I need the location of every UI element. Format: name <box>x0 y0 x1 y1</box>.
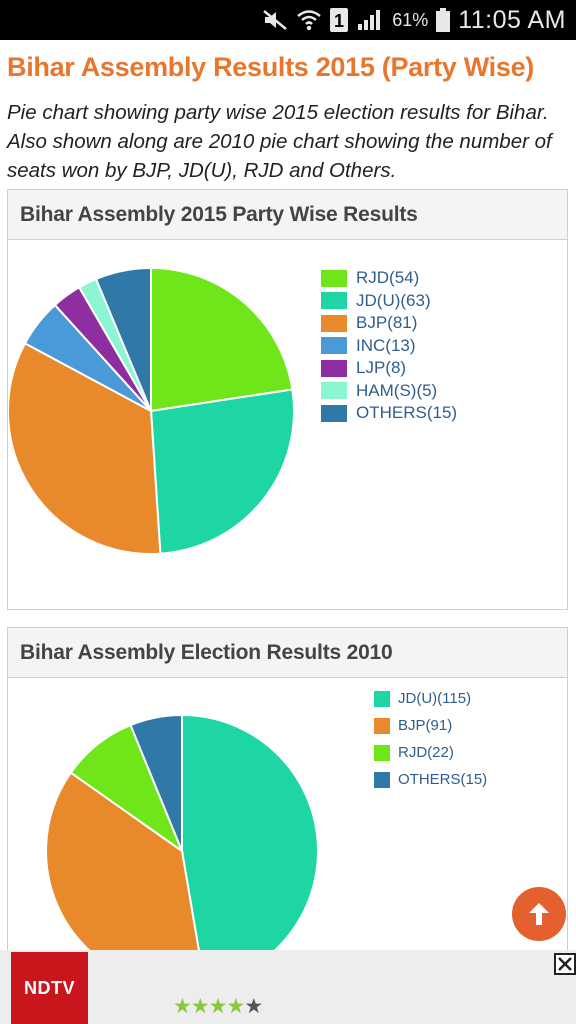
sim-icon: 1 <box>330 8 349 32</box>
star-icon: ★ <box>208 995 228 1018</box>
chart-card-2015: Bihar Assembly 2015 Party Wise Results R… <box>7 189 568 610</box>
pie-slice-jd-u-115 <box>181 713 319 966</box>
clock: 11:05 AM <box>458 5 566 34</box>
ad-close-button[interactable] <box>554 953 576 975</box>
legend-2010: JD(U)(115) BJP(91) RJD(22) OTHERS(15) <box>374 685 487 793</box>
legend-swatch <box>321 269 347 287</box>
legend-label: RJD(54) <box>356 268 420 288</box>
pie-chart-2015 <box>8 266 295 555</box>
legend-2015: RJD(54) JD(U)(63) BJP(81) INC(13) LJP(8) HAM(… <box>321 267 457 425</box>
legend-label: RJD(22) <box>398 744 454 761</box>
battery-percent: 61% <box>392 9 429 30</box>
status-bar: 1 61% 11:05 AM <box>0 0 576 40</box>
chart-title-2010: Bihar Assembly Election Results 2010 <box>8 628 567 678</box>
legend-item-others-15: OTHERS(15) <box>321 402 457 425</box>
chart-card-2010: Bihar Assembly Election Results 2010 JD(… <box>7 627 568 967</box>
legend-label: OTHERS(15) <box>398 771 488 788</box>
legend-swatch <box>374 717 390 734</box>
legend-label: LJP(8) <box>356 358 407 378</box>
legend-swatch <box>374 744 390 761</box>
sim-badge: 1 <box>334 11 344 31</box>
legend-item-inc-13: INC(13) <box>321 335 457 358</box>
legend-item-jd-u-63: JD(U)(63) <box>321 290 457 313</box>
close-icon <box>558 957 572 971</box>
ad-banner[interactable]: NDTV ★★★★★ <box>0 950 576 1024</box>
wifi-icon <box>297 10 321 31</box>
arrow-up-icon <box>529 903 549 925</box>
pie-slice-jd-u-63 <box>149 388 295 555</box>
pie-chart-2010 <box>45 713 319 966</box>
legend-swatch <box>374 771 390 788</box>
ad-rating: ★★★★★ <box>173 994 263 1019</box>
legend-item-ham-s-5: HAM(S)(5) <box>321 380 457 403</box>
legend-swatch <box>321 314 347 332</box>
star-icon: ★ <box>173 995 192 1018</box>
page-description: Pie chart showing party wise 2015 electi… <box>7 101 552 182</box>
legend-label: HAM(S)(5) <box>356 380 438 400</box>
legend-label: BJP(81) <box>356 313 418 333</box>
legend-swatch <box>374 690 390 707</box>
pie-slice-others-15 <box>129 713 183 852</box>
legend-item-rjd-54: RJD(54) <box>321 267 457 290</box>
star-icon: ★ <box>226 995 245 1018</box>
battery-icon <box>436 8 451 32</box>
legend-label: INC(13) <box>356 335 416 355</box>
legend-swatch <box>321 337 347 355</box>
legend-swatch <box>321 359 347 377</box>
mute-icon <box>263 10 287 30</box>
legend-item-bjp-91: BJP(91) <box>374 712 487 739</box>
legend-swatch <box>321 404 347 422</box>
legend-item-rjd-22: RJD(22) <box>374 739 487 766</box>
ndtv-logo[interactable]: NDTV <box>11 952 88 1024</box>
pie-slice-rjd-54 <box>150 266 294 413</box>
legend-item-others-15: OTHERS(15) <box>374 766 487 793</box>
legend-label: JD(U)(63) <box>356 290 431 310</box>
legend-swatch <box>321 292 347 310</box>
legend-item-jd-u-115: JD(U)(115) <box>374 685 487 712</box>
scroll-top-button[interactable] <box>512 887 566 941</box>
legend-label: JD(U)(115) <box>398 690 472 707</box>
page-title: Bihar Assembly Results 2015 (Party Wise) <box>7 52 534 82</box>
chart-title-2015: Bihar Assembly 2015 Party Wise Results <box>8 190 567 240</box>
legend-item-bjp-81: BJP(81) <box>321 312 457 335</box>
star-icon: ★ <box>244 995 263 1018</box>
pie-slice-others-15 <box>94 266 152 412</box>
pie-slice-bjp-91 <box>45 771 203 966</box>
legend-item-ljp-8: LJP(8) <box>321 357 457 380</box>
legend-label: OTHERS(15) <box>356 403 458 423</box>
signal-icon <box>358 10 381 30</box>
legend-swatch <box>321 382 347 400</box>
star-icon: ★ <box>190 995 210 1018</box>
legend-label: BJP(91) <box>398 717 453 734</box>
